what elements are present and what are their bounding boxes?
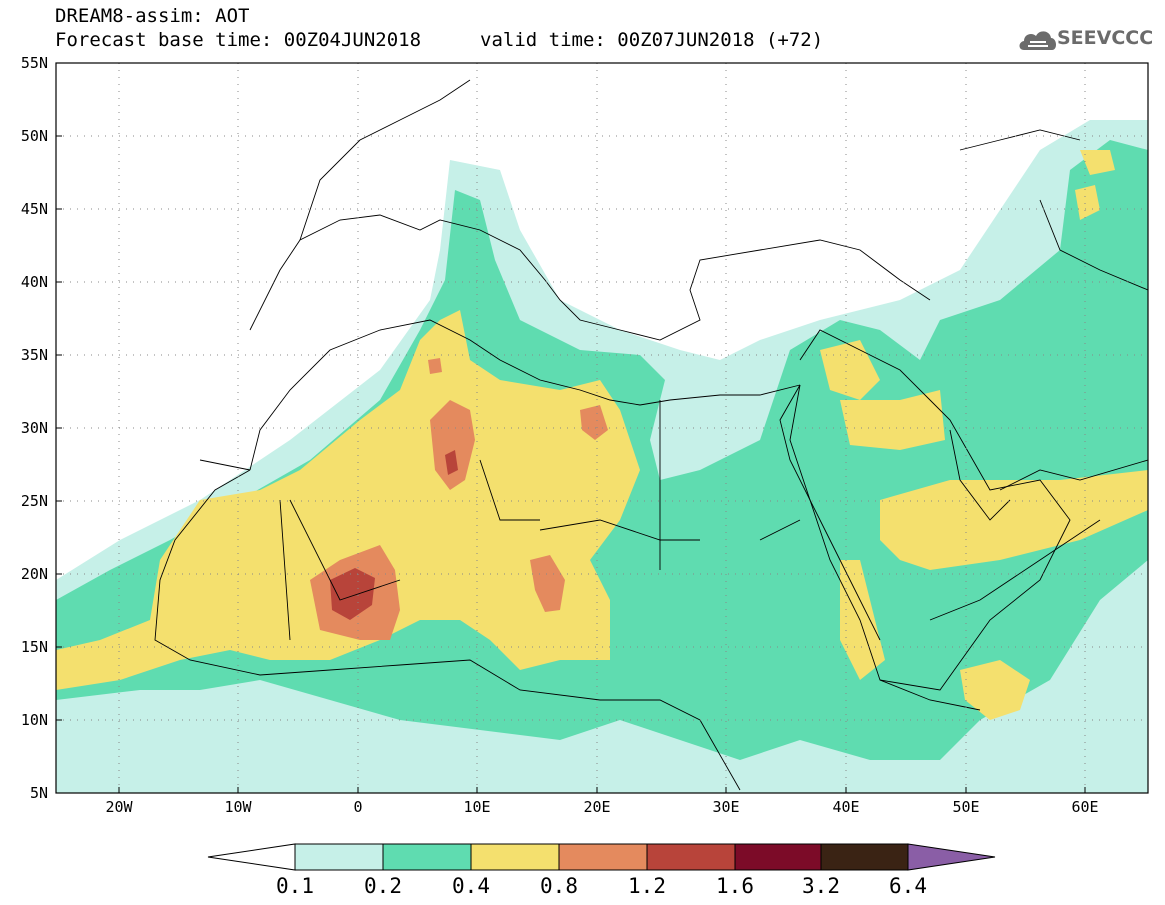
colorbar-label: 3.2	[802, 874, 840, 898]
colorbar-label: 0.8	[540, 874, 578, 898]
lon-label: 0	[353, 798, 362, 816]
logo-text: SEEVCCC	[1057, 27, 1154, 49]
lat-label: 30N	[21, 419, 48, 437]
colorbar-label: 1.2	[628, 874, 666, 898]
colorbar-label: 1.6	[716, 874, 754, 898]
lat-label: 20N	[21, 565, 48, 583]
aot-level-1.2	[330, 568, 375, 620]
tick-marks	[56, 62, 1086, 793]
lat-label: 10N	[21, 711, 48, 729]
aot-level-0.4	[56, 310, 640, 690]
lat-label: 50N	[21, 127, 48, 145]
lat-label: 45N	[21, 200, 48, 218]
lon-label: 40E	[832, 798, 859, 816]
lon-label: 50E	[952, 798, 979, 816]
colorbar-swatch	[558, 843, 648, 871]
lat-label: 25N	[21, 492, 48, 510]
colorbar-swatch	[382, 843, 472, 871]
cloud-icon	[1019, 31, 1057, 50]
colorbar-below-triangle	[207, 843, 296, 871]
lon-label: 10W	[224, 798, 252, 816]
colorbar-swatch	[294, 843, 384, 871]
coastlines	[154, 79, 1148, 791]
colorbar-swatch	[734, 843, 822, 871]
map-title: DREAM8-assim: AOT	[55, 5, 250, 27]
lon-label: 30E	[712, 798, 739, 816]
lat-label: 35N	[21, 346, 48, 364]
colorbar-above-triangle	[907, 843, 996, 871]
colorbar-label: 0.1	[276, 874, 314, 898]
lon-label: 10E	[463, 798, 490, 816]
colorbar-label: 6.4	[889, 874, 927, 898]
lat-label: 5N	[30, 784, 48, 802]
colorbar-swatch	[470, 843, 560, 871]
valid-time: valid time: 00Z07JUN2018 (+72)	[480, 29, 824, 51]
lat-label: 55N	[21, 54, 48, 72]
colorbar-label: 0.4	[452, 874, 490, 898]
colorbar-label: 0.2	[364, 874, 402, 898]
colorbar-swatch	[646, 843, 736, 871]
gridlines	[56, 63, 1148, 793]
lon-label: 20E	[583, 798, 610, 816]
lon-label: 60E	[1071, 798, 1098, 816]
colorbar-swatch	[820, 843, 909, 871]
forecast-base-time: Forecast base time: 00Z04JUN2018	[55, 29, 422, 51]
lat-label: 15N	[21, 638, 48, 656]
colorbar	[207, 843, 996, 871]
lon-label: 20W	[105, 798, 133, 816]
lat-label: 40N	[21, 273, 48, 291]
